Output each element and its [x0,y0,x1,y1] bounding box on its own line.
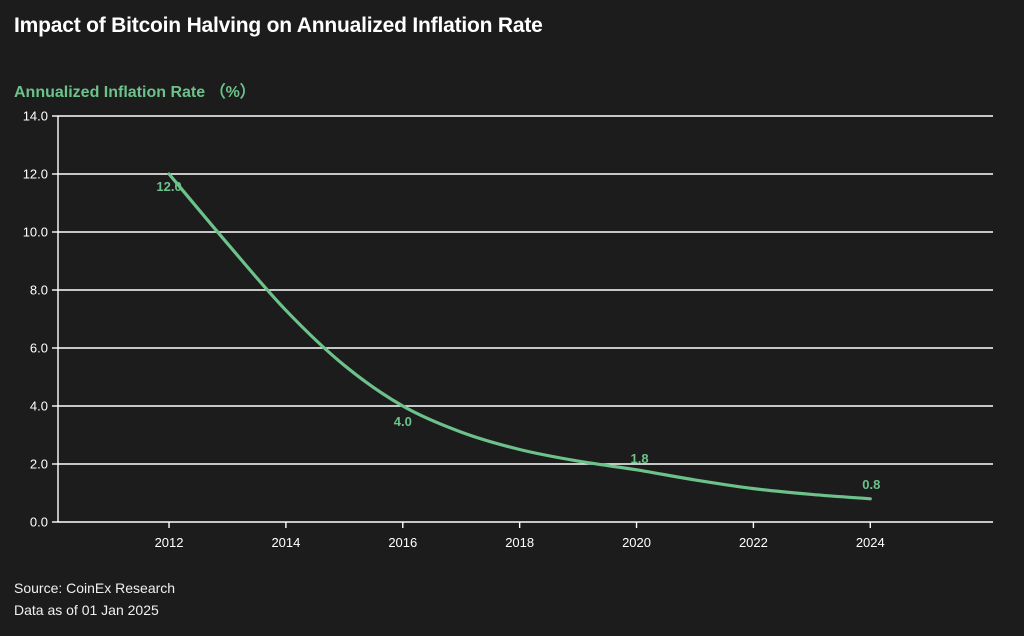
data-label: 12.0 [156,179,181,194]
y-tick-label: 2.0 [30,457,48,472]
data-label: 4.0 [394,414,412,429]
x-tick-label: 2014 [271,535,300,550]
y-tick-label: 8.0 [30,283,48,298]
y-tick-label: 4.0 [30,399,48,414]
gridlines [58,115,993,465]
data-label: 0.8 [862,477,880,492]
source-note: Source: CoinEx Research [14,580,176,596]
y-tick-label: 14.0 [23,109,48,124]
chart-title: Impact of Bitcoin Halving on Annualized … [14,14,543,37]
series [167,172,872,501]
y-axis-label: Annualized Inflation Rate （%） [14,84,256,101]
x-tick-label: 2016 [388,535,417,550]
x-tick-label: 2022 [739,535,768,550]
data-label: 1.8 [630,451,648,466]
x-tick-label: 2020 [622,535,651,550]
x-tick-label: 2018 [505,535,534,550]
y-tick-label: 10.0 [23,225,48,240]
data-date-note: Data as of 01 Jan 2025 [14,602,159,618]
x-tick-label: 2024 [856,535,885,550]
y-tick-label: 6.0 [30,341,48,356]
y-tick-label: 12.0 [23,167,48,182]
data-labels: 12.0 4.0 1.8 0.8 [156,179,880,492]
inflation-rate-line [167,172,872,501]
axes: 0.0 2.0 4.0 6.0 8.0 10.0 12.0 14.0 2012 2014 2016 2… [23,109,993,550]
x-tick-label: 2012 [155,535,184,550]
y-tick-label: 0.0 [30,515,48,530]
